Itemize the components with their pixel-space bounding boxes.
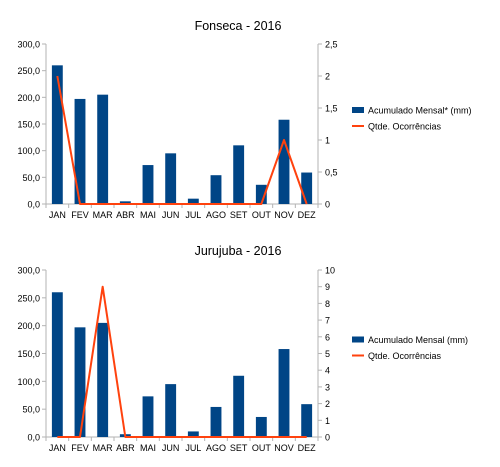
bar bbox=[97, 322, 109, 437]
bar bbox=[165, 384, 177, 437]
legend-label-bars: Acumulado Mensal* (mm) bbox=[368, 106, 472, 116]
legend-label-bars: Acumulado Mensal (mm) bbox=[368, 335, 468, 345]
y2-axis-tick-label: 0,5 bbox=[325, 168, 338, 178]
x-axis-tick-label: ABR bbox=[116, 443, 135, 453]
x-axis-tick-label: NOV bbox=[274, 210, 294, 220]
y2-axis-tick-label: 7 bbox=[325, 316, 330, 326]
bar bbox=[233, 375, 245, 437]
y2-axis-tick-label: 1 bbox=[325, 136, 330, 146]
y-axis-tick-label: 50,0 bbox=[22, 173, 40, 183]
y-axis-tick-label: 200,0 bbox=[17, 93, 40, 103]
bar bbox=[74, 98, 86, 204]
x-axis-tick-label: FEV bbox=[71, 210, 89, 220]
y2-axis-tick-label: 9 bbox=[325, 282, 330, 292]
bar bbox=[97, 94, 109, 204]
y2-axis-tick-label: 2 bbox=[325, 399, 330, 409]
x-axis-tick-label: SET bbox=[230, 210, 248, 220]
x-axis-tick-label: DEZ bbox=[298, 443, 317, 453]
y2-axis-tick-label: 2,5 bbox=[325, 40, 338, 50]
y2-axis-tick-label: 2 bbox=[325, 72, 330, 82]
bar bbox=[74, 327, 86, 437]
y-axis-tick-label: 50,0 bbox=[22, 405, 40, 415]
x-axis-tick-label: SET bbox=[230, 443, 248, 453]
y2-axis-tick-label: 1,5 bbox=[325, 104, 338, 114]
x-axis-tick-label: JUL bbox=[185, 210, 201, 220]
x-axis-tick-label: ABR bbox=[116, 210, 135, 220]
y2-axis-tick-label: 4 bbox=[325, 366, 330, 376]
x-axis-tick-label: AGO bbox=[206, 443, 226, 453]
y-axis-tick-label: 200,0 bbox=[17, 321, 40, 331]
bar bbox=[278, 349, 290, 437]
bar bbox=[119, 201, 131, 204]
y-axis-tick-label: 300,0 bbox=[17, 40, 40, 50]
x-axis-tick-label: MAI bbox=[140, 210, 156, 220]
bar bbox=[142, 165, 154, 204]
occurrences-line bbox=[57, 285, 307, 438]
bar bbox=[142, 396, 154, 437]
bar bbox=[278, 119, 290, 204]
bar bbox=[255, 416, 267, 437]
y-axis-tick-label: 300,0 bbox=[17, 266, 40, 276]
x-axis-tick-label: MAI bbox=[140, 443, 156, 453]
fonseca-chart: Fonseca - 2016 0,0 50,0 100,0 150,0 200,0 250… bbox=[17, 19, 471, 220]
occurrences-line bbox=[56, 75, 308, 205]
y-axis-tick-label: 150,0 bbox=[17, 349, 40, 359]
y-axis-tick-label: 150,0 bbox=[17, 120, 40, 130]
x-axis-tick-label: AGO bbox=[206, 210, 226, 220]
y2-axis-tick-label: 10 bbox=[325, 266, 335, 276]
y2-axis-tick-label: 6 bbox=[325, 332, 330, 342]
jurujuba-chart: Jurujuba - 2016 0,050,0100,0150,0200,025… bbox=[17, 244, 468, 453]
y2-axis-tick-label: 8 bbox=[325, 299, 330, 309]
x-axis-tick-label: JAN bbox=[49, 210, 66, 220]
chart-title: Fonseca - 2016 bbox=[195, 19, 282, 33]
x-axis-tick-label: FEV bbox=[71, 443, 89, 453]
bar bbox=[301, 404, 313, 437]
x-axis-tick-label: MAR bbox=[93, 210, 114, 220]
x-axis-tick-label: JUL bbox=[185, 443, 201, 453]
bar bbox=[187, 431, 199, 437]
y2-axis-tick-label: 0 bbox=[325, 433, 330, 443]
x-axis-tick-label: MAR bbox=[93, 443, 114, 453]
y-axis-tick-label: 250,0 bbox=[17, 66, 40, 76]
y2-axis-tick-label: 1 bbox=[325, 416, 330, 426]
bar bbox=[51, 65, 63, 204]
x-axis-tick-label: JUN bbox=[162, 443, 180, 453]
x-axis-tick-label: OUT bbox=[252, 443, 272, 453]
legend-label-line: Qtde. Ocorrências bbox=[368, 351, 442, 361]
x-axis-tick-label: DEZ bbox=[298, 210, 317, 220]
x-axis-tick-label: JAN bbox=[49, 443, 66, 453]
legend-swatch-bars bbox=[352, 107, 364, 113]
y2-axis-tick-label: 0 bbox=[325, 200, 330, 210]
bar bbox=[255, 184, 267, 204]
chart-title: Jurujuba - 2016 bbox=[195, 244, 282, 258]
y-axis-tick-label: 0,0 bbox=[27, 200, 40, 210]
bar bbox=[210, 406, 222, 437]
bar bbox=[51, 292, 63, 437]
x-axis-tick-label: NOV bbox=[274, 443, 294, 453]
bar bbox=[301, 172, 313, 204]
y-axis-tick-label: 100,0 bbox=[17, 377, 40, 387]
legend-label-line: Qtde. Ocorrências bbox=[368, 122, 442, 132]
y-axis-tick-label: 250,0 bbox=[17, 293, 40, 303]
y-axis-tick-label: 100,0 bbox=[17, 146, 40, 156]
bar bbox=[165, 153, 177, 204]
x-axis-tick-label: OUT bbox=[252, 210, 272, 220]
bar bbox=[187, 198, 199, 204]
y-axis-tick-label: 0,0 bbox=[27, 433, 40, 443]
y2-axis-tick-label: 5 bbox=[325, 349, 330, 359]
legend-swatch-bars bbox=[352, 336, 364, 343]
bar bbox=[233, 145, 245, 204]
x-axis-tick-label: JUN bbox=[162, 210, 180, 220]
y2-axis-tick-label: 3 bbox=[325, 382, 330, 392]
bar bbox=[210, 175, 222, 204]
